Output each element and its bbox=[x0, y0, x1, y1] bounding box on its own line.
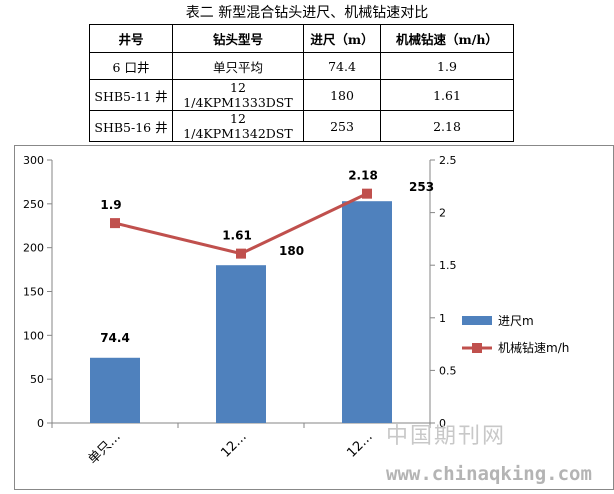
legend-swatch-bar bbox=[462, 316, 492, 325]
y-left-tick-label: 300 bbox=[23, 154, 44, 167]
cell-rop: 1.61 bbox=[380, 79, 514, 111]
watermark-url: www.chinaqking.com bbox=[386, 463, 592, 485]
x-category-label: 单只… bbox=[86, 429, 124, 467]
legend-label-line: 机械钻速m/h bbox=[498, 340, 569, 355]
table-row: 6 口井 单只平均 74.4 1.9 bbox=[89, 52, 514, 80]
legend-label-bar: 进尺m bbox=[498, 314, 534, 328]
table-row: SHB5-11 井 12 1/4KPM1333DST 180 1.61 bbox=[89, 79, 514, 111]
cell-well: SHB5-16 井 bbox=[89, 110, 173, 142]
header-footage: 进尺（m） bbox=[303, 24, 381, 53]
x-category-label: 12… bbox=[218, 429, 249, 460]
bar bbox=[216, 265, 266, 423]
line-data-label: 2.18 bbox=[348, 169, 378, 183]
y-right-tick-label: 2.5 bbox=[439, 154, 457, 167]
cell-well: SHB5-11 井 bbox=[89, 79, 173, 111]
cell-rop: 1.9 bbox=[380, 52, 514, 80]
header-rop: 机械钻速（m/h） bbox=[380, 24, 514, 53]
y-left-tick-label: 0 bbox=[37, 417, 44, 430]
y-left-tick-label: 50 bbox=[30, 373, 44, 386]
y-left-tick-label: 150 bbox=[23, 286, 44, 299]
watermark-site-name: 中国期刊网 bbox=[386, 424, 507, 449]
legend-swatch-marker bbox=[472, 343, 482, 353]
cell-well: 6 口井 bbox=[89, 52, 173, 80]
bar bbox=[342, 201, 392, 423]
line-point bbox=[110, 218, 120, 229]
y-right-tick-label: 0 bbox=[439, 417, 446, 430]
line-data-label: 1.9 bbox=[100, 198, 121, 212]
table-caption: 表二 新型混合钻头进尺、机械钻速对比 bbox=[185, 5, 429, 21]
combo-chart: 0 50 100 150 200 250 300 0 0.5 1 1.5 2 2.5 74.4 180 253… bbox=[0, 145, 614, 490]
cell-footage: 253 bbox=[303, 110, 381, 142]
comparison-table: 井号 钻头型号 进尺（m） 机械钻速（m/h） 6 口井 单只平均 74.4 1… bbox=[89, 24, 514, 142]
bar-data-label: 74.4 bbox=[100, 331, 130, 345]
cell-footage: 180 bbox=[303, 79, 381, 111]
y-left-tick-label: 250 bbox=[23, 198, 44, 211]
y-left-tick-label: 100 bbox=[23, 329, 44, 342]
line-point bbox=[236, 248, 246, 259]
y-right-tick-label: 0.5 bbox=[439, 364, 457, 377]
bar-data-label: 253 bbox=[409, 180, 434, 194]
cell-bit-model: 12 1/4KPM1333DST bbox=[172, 79, 304, 111]
table-header-row: 井号 钻头型号 进尺（m） 机械钻速（m/h） bbox=[89, 24, 514, 53]
line-point bbox=[362, 188, 372, 199]
cell-footage: 74.4 bbox=[303, 52, 381, 80]
y-right-tick-label: 2 bbox=[439, 207, 446, 220]
header-well: 井号 bbox=[89, 24, 173, 53]
line-data-label: 1.61 bbox=[222, 229, 252, 243]
bar-data-label: 180 bbox=[279, 244, 304, 258]
x-category-label: 12… bbox=[344, 429, 375, 460]
header-bit-model: 钻头型号 bbox=[172, 24, 304, 53]
cell-bit-model: 12 1/4KPM1342DST bbox=[172, 110, 304, 142]
cell-bit-model: 单只平均 bbox=[172, 52, 304, 80]
y-left-tick-label: 200 bbox=[23, 242, 44, 255]
table-row: SHB5-16 井 12 1/4KPM1342DST 253 2.18 bbox=[89, 110, 514, 142]
y-right-tick-label: 1 bbox=[439, 312, 446, 325]
y-right-tick-label: 1.5 bbox=[439, 259, 457, 272]
chart-svg: 0 50 100 150 200 250 300 0 0.5 1 1.5 2 2.5 74.4 180 253… bbox=[14, 145, 614, 490]
cell-rop: 2.18 bbox=[380, 110, 514, 142]
series-line bbox=[114, 192, 368, 256]
bar bbox=[90, 357, 140, 423]
